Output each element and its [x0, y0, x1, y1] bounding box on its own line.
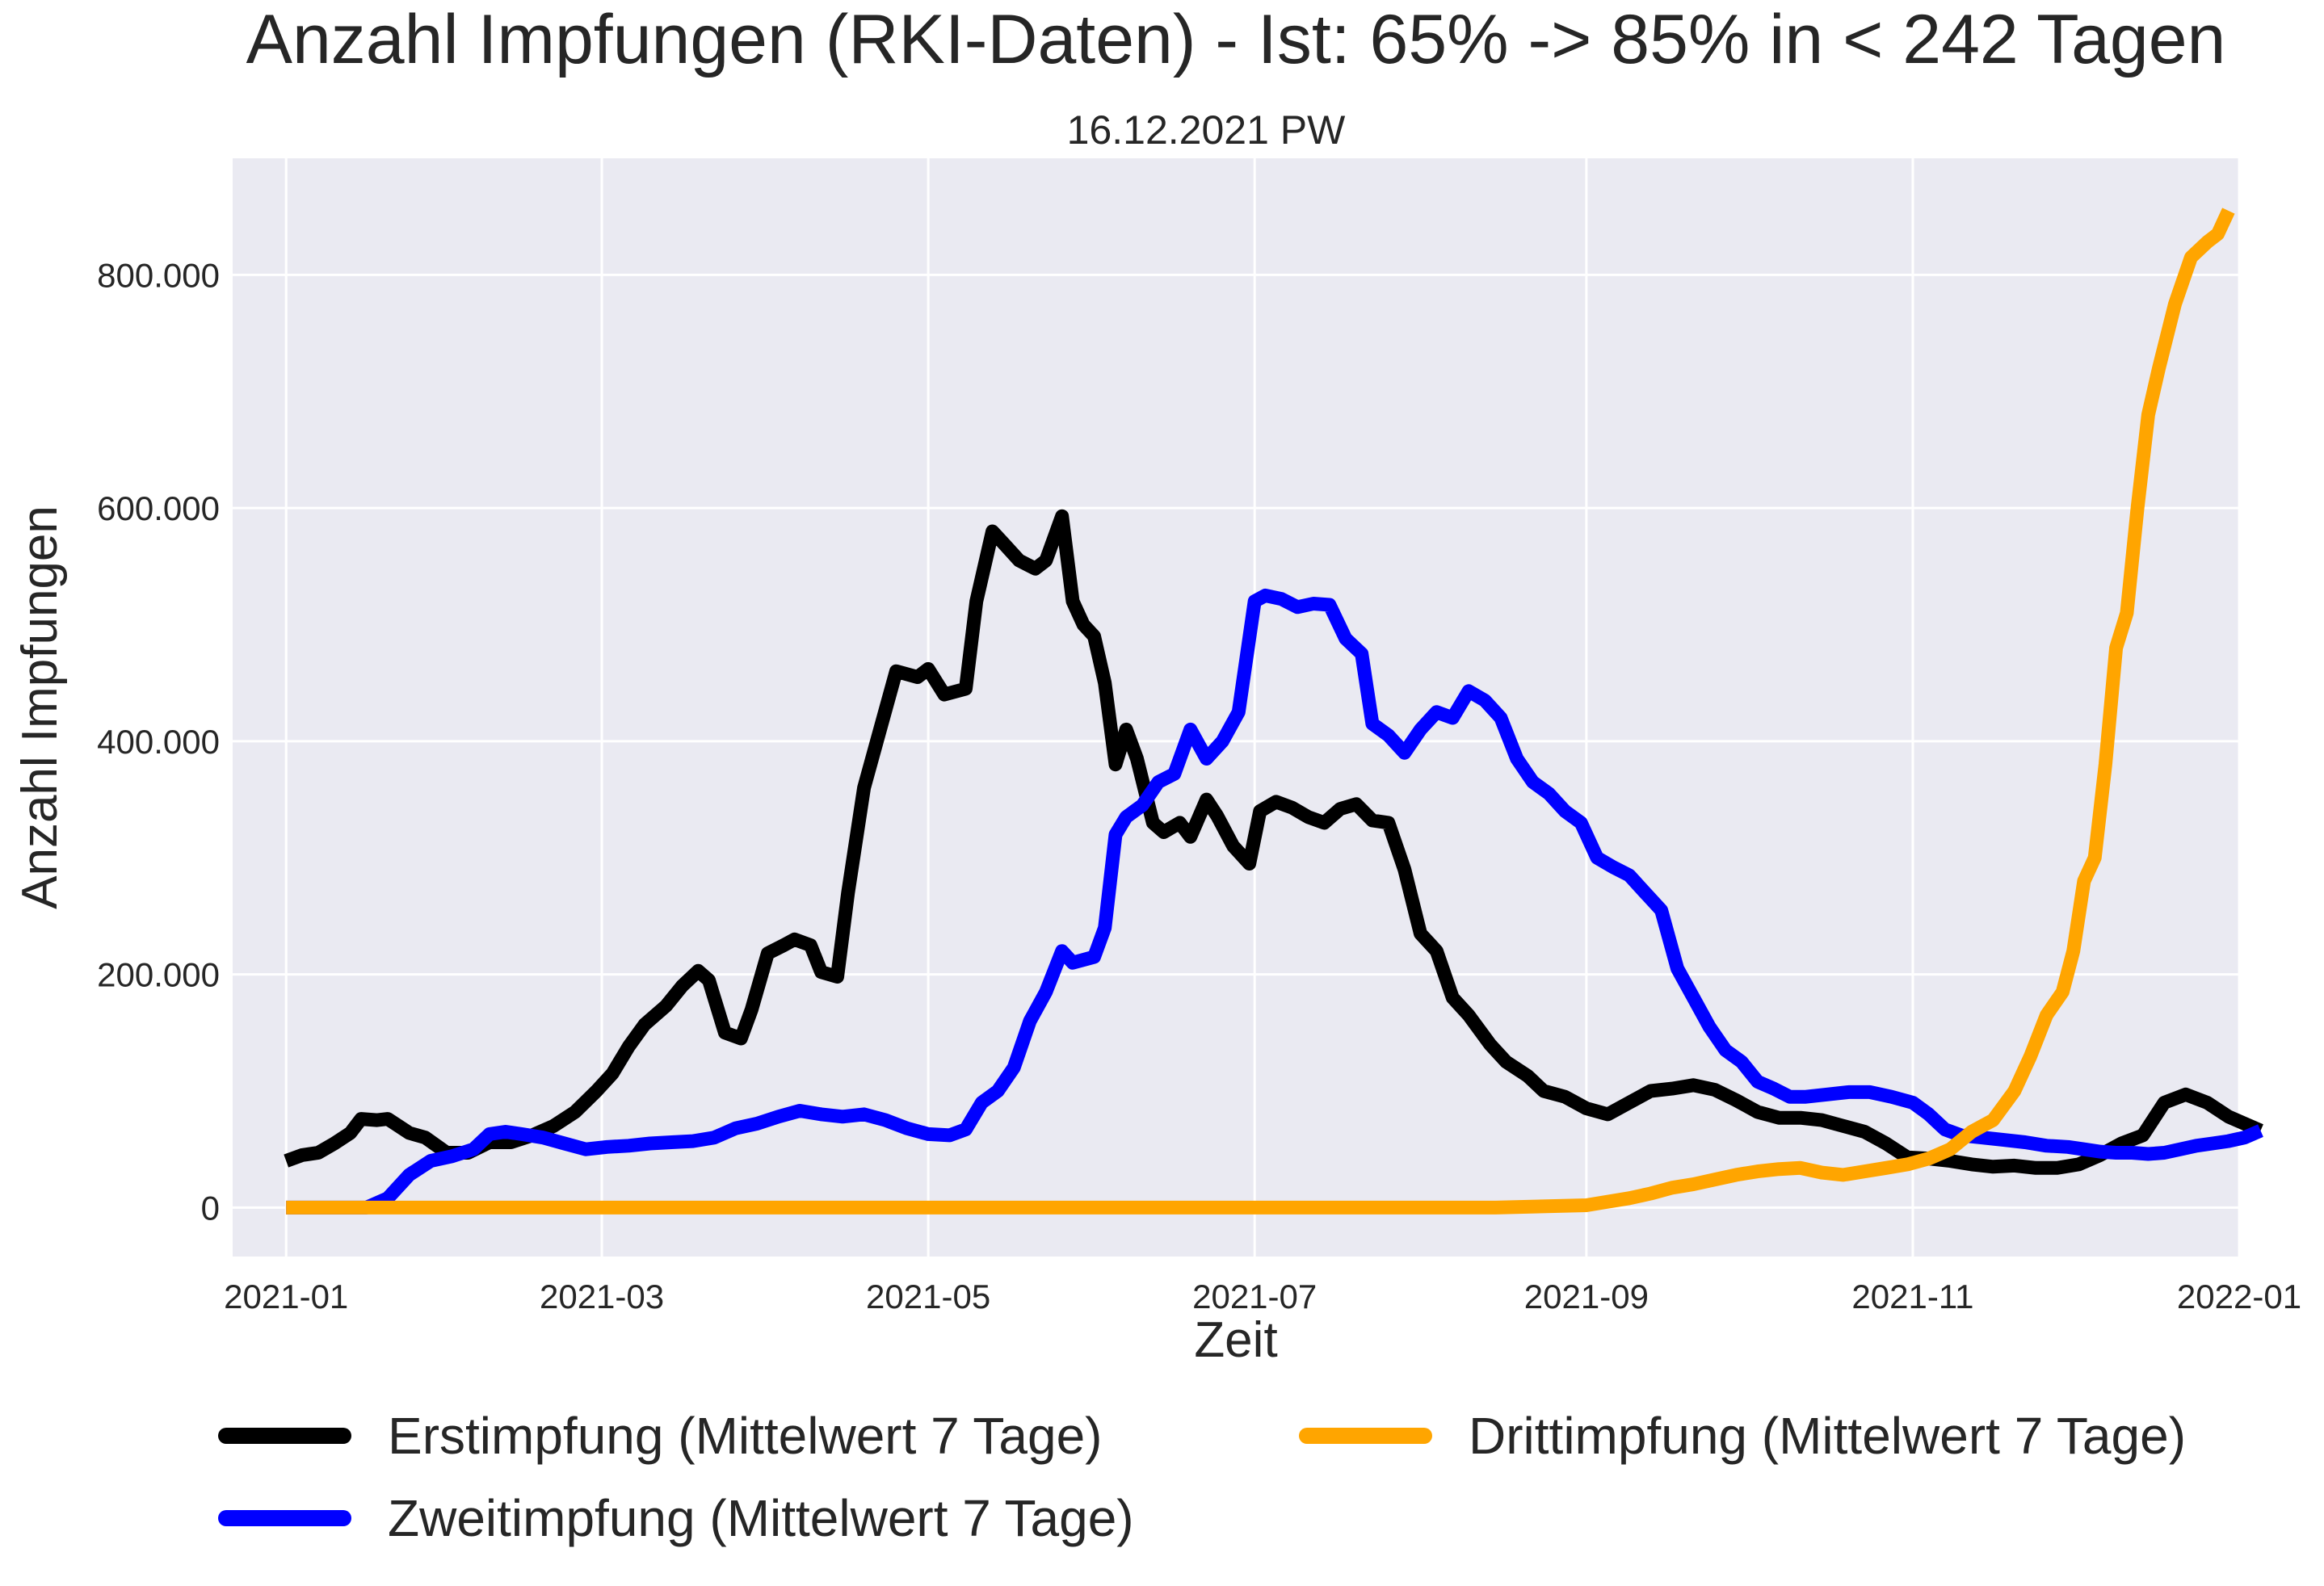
series-lines [284, 208, 2263, 1215]
legend: Erstimpfung (Mittelwert 7 Tage) Zweitimpf… [218, 1407, 2186, 1547]
x-axis-label: Zeit [1194, 1312, 1277, 1368]
y-axis-ticks: 0 200.000 400.000 600.000 800.000 [97, 256, 220, 1227]
x-tick-label: 2021-03 [540, 1278, 664, 1315]
legend-label-3: Drittimpfung (Mittelwert 7 Tage) [1469, 1407, 2186, 1465]
chart-title: Anzahl Impfungen (RKI-Daten) - Ist: 65% … [246, 1, 2226, 78]
x-tick-label: 2021-09 [1524, 1278, 1649, 1315]
series-line-1 [284, 509, 2263, 1175]
x-tick-label: 2021-01 [224, 1278, 348, 1315]
legend-label-2: Zweitimpfung (Mittelwert 7 Tage) [388, 1489, 1134, 1547]
x-tick-label: 2022-01 [2177, 1278, 2301, 1315]
x-axis-ticks: 2021-01 2021-03 2021-05 2021-07 2021-09 2021-… [224, 1278, 2301, 1315]
y-tick-label: 600.000 [97, 489, 220, 527]
series-line-2 [286, 588, 2263, 1215]
legend-label-1: Erstimpfung (Mittelwert 7 Tage) [388, 1407, 1102, 1465]
y-tick-label: 800.000 [97, 256, 220, 294]
x-tick-label: 2021-11 [1851, 1278, 1973, 1315]
series-line-3 [286, 208, 2235, 1215]
y-tick-label: 200.000 [97, 956, 220, 994]
y-tick-label: 0 [201, 1189, 220, 1227]
x-tick-label: 2021-05 [866, 1278, 990, 1315]
y-axis-label: Anzahl Impfungen [12, 506, 68, 909]
y-tick-label: 400.000 [97, 723, 220, 761]
chart-subtitle: 16.12.2021 PW [1067, 107, 1346, 153]
x-tick-label: 2021-07 [1192, 1278, 1317, 1315]
